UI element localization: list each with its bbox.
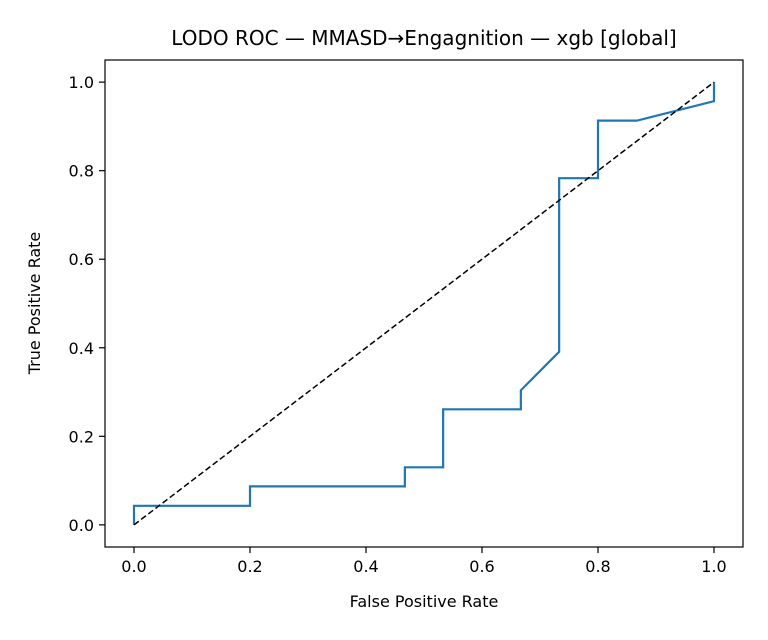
y-tick-label: 1.0 (69, 73, 94, 92)
y-tick-label: 0.0 (69, 516, 94, 535)
x-tick-label: 1.0 (701, 557, 726, 576)
x-tick-label: 0.4 (353, 557, 378, 576)
plot-frame (104, 59, 744, 548)
x-tick-label: 0.2 (237, 557, 262, 576)
y-tick-label: 0.6 (69, 250, 94, 269)
x-tick-label: 0.6 (469, 557, 494, 576)
series-layer (132, 81, 716, 526)
y-tick-label: 0.8 (69, 162, 94, 181)
chart-title: LODO ROC — MMASD→Engagnition — xgb [glob… (171, 26, 676, 50)
roc-curve-line (132, 82, 716, 525)
chance-diagonal-line (133, 81, 715, 526)
x-tick-label: 0.0 (121, 557, 146, 576)
y-tick-label: 0.2 (69, 427, 94, 446)
y-axis: 0.0 0.2 0.4 0.6 0.8 1.0 (69, 73, 105, 535)
x-axis: 0.0 0.2 0.4 0.6 0.8 1.0 (121, 547, 727, 576)
x-axis-title: False Positive Rate (350, 592, 499, 611)
x-tick-label: 0.8 (585, 557, 610, 576)
y-axis-title: True Positive Rate (25, 232, 44, 376)
y-tick-label: 0.4 (69, 339, 94, 358)
